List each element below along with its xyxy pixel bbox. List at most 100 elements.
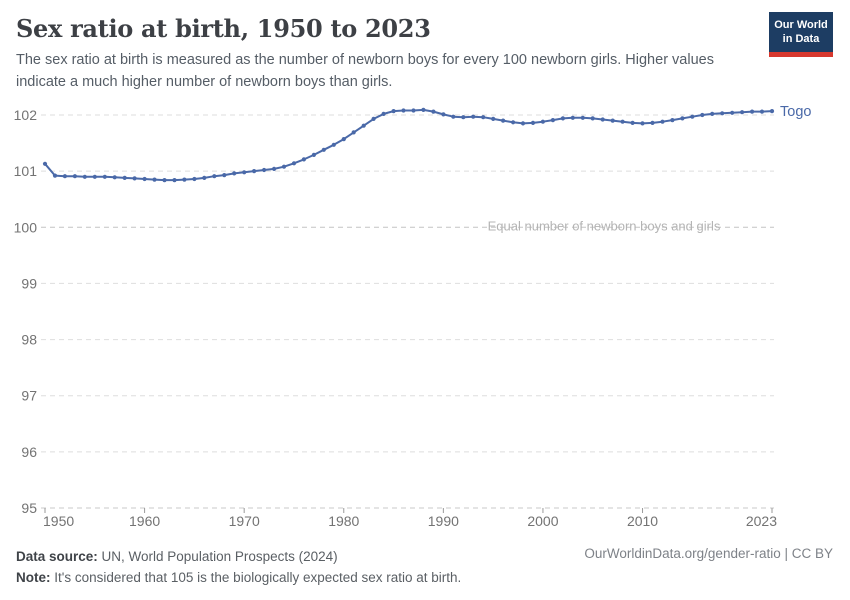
data-point-togo-1956: [102, 174, 107, 179]
data-point-togo-2000: [540, 119, 546, 124]
data-point-togo-2006: [600, 117, 605, 122]
line-chart: 95 96 97 98 99 100 101 102 Equal number of newbo…: [14, 104, 812, 529]
data-point-togo-1963: [172, 178, 177, 183]
equal-ratio-annotation: Equal number of newborn boys and girls: [488, 218, 721, 233]
x-axis-label-2023: 2023: [746, 513, 777, 529]
data-point-togo-1983: [371, 116, 376, 121]
note-text: It's considered that 105 is the biologic…: [50, 570, 462, 585]
data-point-togo-1960: [142, 176, 147, 182]
data-point-togo-1985: [391, 109, 396, 114]
data-point-togo-2012: [660, 119, 665, 124]
data-point-togo-1950: [42, 161, 48, 166]
data-point-togo-1981: [351, 130, 356, 135]
page-title: Sex ratio at birth, 1950 to 2023: [16, 14, 431, 43]
data-point-togo-1984: [381, 111, 386, 116]
x-axis-label-1950: 1950: [43, 513, 74, 529]
data-point-togo-1952: [62, 174, 67, 179]
data-point-togo-2020: [740, 110, 745, 115]
data-point-togo-1993: [471, 114, 476, 119]
data-point-togo-1964: [182, 177, 187, 182]
data-point-togo-1969: [232, 171, 237, 176]
data-point-togo-2022: [759, 109, 765, 114]
chart-footer: Data source: UN, World Population Prospe…: [16, 546, 833, 588]
data-point-togo-1987: [411, 108, 416, 113]
data-point-togo-1991: [451, 114, 456, 119]
owid-logo-box: Our World in Data: [769, 12, 833, 52]
data-point-togo-1955: [92, 174, 97, 179]
data-point-togo-1995: [491, 116, 496, 121]
data-point-togo-1978: [321, 147, 326, 152]
y-axis-label-97: 97: [21, 388, 37, 404]
data-point-togo-2015: [690, 114, 695, 119]
data-point-togo-2008: [620, 119, 625, 124]
owid-url-link[interactable]: OurWorldinData.org/gender-ratio | CC BY: [584, 546, 833, 561]
data-point-togo-1951: [52, 173, 58, 178]
data-point-togo-2017: [710, 111, 715, 116]
data-point-togo-1961: [152, 177, 157, 182]
data-point-togo-2009: [630, 120, 635, 125]
data-point-togo-1967: [212, 174, 217, 179]
owid-logo-line1: Our World: [774, 19, 828, 31]
data-point-togo-1974: [281, 164, 287, 169]
owid-logo-line2: in Data: [782, 33, 820, 46]
data-point-togo-1999: [530, 120, 536, 125]
x-axis-label-1970: 1970: [229, 513, 260, 529]
data-point-togo-2001: [550, 118, 556, 123]
data-point-togo-1973: [272, 166, 277, 171]
data-point-togo-1954: [82, 174, 87, 179]
note-line: Note: It's considered that 105 is the bi…: [16, 567, 833, 588]
data-point-togo-2003: [570, 115, 575, 120]
data-point-togo-1976: [301, 157, 306, 162]
entity-label-togo[interactable]: Togo: [780, 104, 811, 120]
data-point-togo-1970: [242, 170, 247, 175]
y-axis-label-98: 98: [21, 332, 37, 348]
data-point-togo-1971: [252, 169, 257, 174]
y-axis-label-95: 95: [21, 500, 37, 516]
data-source-text: UN, World Population Prospects (2024): [97, 549, 338, 564]
x-axis-label-2010: 2010: [627, 513, 658, 529]
data-point-togo-1959: [132, 176, 137, 181]
owid-logo-stripe: [769, 51, 833, 57]
data-point-togo-1994: [481, 115, 486, 120]
data-point-togo-1997: [510, 120, 516, 125]
chart-subtitle: The sex ratio at birth is measured as th…: [16, 52, 714, 90]
data-point-togo-1968: [222, 173, 227, 178]
data-point-togo-2004: [580, 115, 585, 120]
data-point-togo-2005: [590, 116, 595, 121]
data-point-togo-2013: [670, 118, 675, 123]
data-point-togo-1972: [262, 167, 267, 173]
data-point-togo-2019: [730, 110, 735, 115]
data-point-togo-1982: [361, 123, 366, 128]
x-axis-label-1960: 1960: [129, 513, 160, 529]
x-axis-label-1980: 1980: [328, 513, 359, 529]
data-point-togo-1977: [311, 152, 316, 157]
data-point-togo-1958: [122, 175, 127, 180]
y-axis-label-101: 101: [14, 163, 38, 179]
x-axis-label-2000: 2000: [527, 513, 558, 529]
data-point-togo-2010: [640, 121, 645, 126]
y-axis-label-96: 96: [21, 444, 37, 460]
data-point-togo-1986: [401, 108, 406, 113]
data-source-label: Data source:: [16, 549, 98, 564]
data-point-togo-2007: [610, 118, 615, 123]
owid-logo[interactable]: Our World in Data: [769, 12, 833, 57]
data-point-togo-2023: [769, 109, 775, 114]
data-point-togo-1965: [192, 176, 197, 182]
note-label: Note:: [16, 570, 51, 585]
data-point-togo-2011: [650, 120, 655, 125]
data-point-togo-1953: [72, 174, 77, 179]
x-axis-label-1990: 1990: [428, 513, 459, 529]
data-point-togo-2021: [750, 109, 755, 114]
data-point-togo-1992: [461, 115, 466, 120]
data-point-togo-1966: [202, 175, 207, 180]
data-point-togo-2002: [560, 116, 566, 121]
y-axis-label-99: 99: [21, 275, 37, 291]
data-point-togo-1998: [520, 121, 526, 126]
data-point-togo-2014: [680, 116, 685, 121]
data-point-togo-1990: [441, 112, 446, 117]
data-point-togo-1980: [341, 137, 346, 142]
data-point-togo-1957: [112, 175, 117, 180]
data-point-togo-1975: [291, 161, 297, 166]
data-point-togo-1989: [431, 109, 436, 114]
